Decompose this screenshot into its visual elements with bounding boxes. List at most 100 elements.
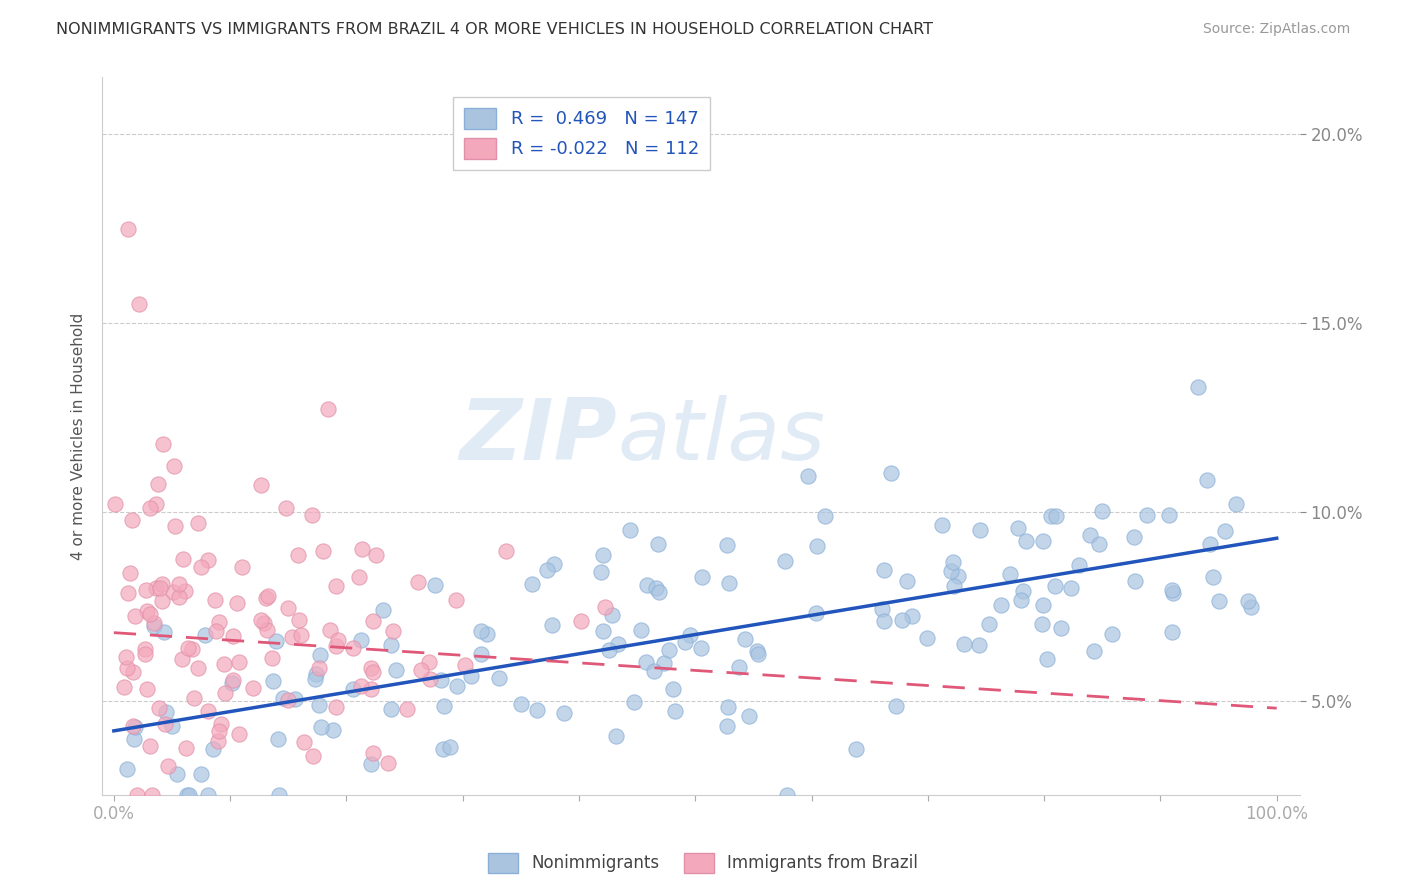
Point (138, 500, 160, 515)
Point (430, 673, 453, 687)
Text: Source: ZipAtlas.com: Source: ZipAtlas.com (1202, 22, 1350, 37)
Point (250, 613, 273, 627)
Point (658, 643, 681, 657)
Point (361, 746, 384, 760)
Point (134, 642, 156, 657)
Point (179, 788, 201, 802)
Point (208, 724, 231, 739)
Point (606, 637, 628, 651)
Point (520, 576, 543, 591)
Point (284, 691, 307, 706)
Point (1195, 473, 1218, 487)
Point (301, 508, 323, 522)
Point (135, 681, 157, 696)
Point (262, 673, 284, 688)
Point (1161, 582, 1184, 597)
Point (432, 742, 454, 756)
Point (254, 591, 277, 605)
Point (692, 570, 714, 584)
Point (488, 671, 510, 685)
Point (454, 658, 477, 673)
Point (1045, 579, 1067, 593)
Point (228, 726, 250, 740)
Point (1032, 598, 1054, 612)
Point (814, 508, 837, 523)
Point (167, 577, 190, 591)
Point (776, 788, 799, 802)
Point (1060, 582, 1083, 596)
Point (349, 570, 371, 584)
Point (1202, 570, 1225, 584)
Point (117, 586, 139, 600)
Point (308, 661, 330, 675)
Point (634, 655, 657, 669)
Point (167, 590, 190, 604)
Point (377, 756, 399, 771)
Point (292, 735, 315, 749)
Point (361, 665, 384, 679)
Point (679, 628, 702, 642)
Point (1091, 504, 1114, 518)
Point (149, 581, 172, 595)
Point (406, 575, 429, 590)
Point (152, 437, 174, 451)
Point (592, 548, 614, 562)
Point (176, 788, 198, 802)
Point (600, 607, 623, 622)
Point (290, 628, 312, 642)
Point (172, 651, 194, 665)
Point (181, 642, 204, 657)
Point (124, 608, 146, 623)
Point (745, 644, 768, 658)
Point (260, 650, 283, 665)
Point (173, 584, 195, 599)
Point (543, 558, 565, 572)
Point (166, 766, 188, 780)
Point (322, 723, 344, 737)
Point (122, 732, 145, 747)
Point (277, 601, 299, 615)
Point (231, 560, 253, 574)
Point (115, 660, 138, 674)
Point (277, 693, 299, 707)
Legend: Nonimmigrants, Immigrants from Brazil: Nonimmigrants, Immigrants from Brazil (481, 847, 925, 880)
Point (271, 690, 294, 705)
Point (134, 647, 156, 661)
Point (605, 729, 627, 743)
Point (589, 566, 612, 580)
Text: ZIP: ZIP (460, 395, 617, 478)
Point (880, 466, 903, 480)
Point (221, 676, 243, 690)
Point (153, 625, 176, 640)
Point (202, 741, 225, 756)
Point (569, 614, 592, 628)
Point (177, 640, 200, 655)
Point (145, 497, 167, 511)
Point (1045, 508, 1067, 523)
Point (145, 581, 167, 595)
Point (153, 717, 176, 731)
Point (804, 607, 827, 621)
Point (312, 543, 335, 558)
Point (915, 631, 938, 645)
Legend: R =  0.469   N = 147, R = -0.022   N = 112: R = 0.469 N = 147, R = -0.022 N = 112 (453, 97, 710, 169)
Point (304, 672, 326, 686)
Text: NONIMMIGRANTS VS IMMIGRANTS FROM BRAZIL 4 OR MORE VEHICLES IN HOUSEHOLD CORRELAT: NONIMMIGRANTS VS IMMIGRANTS FROM BRAZIL … (56, 22, 934, 37)
Point (1237, 594, 1260, 608)
Point (1007, 521, 1029, 535)
Point (1208, 593, 1230, 607)
Point (540, 617, 562, 632)
Point (1032, 533, 1054, 548)
Point (162, 585, 184, 599)
Point (1198, 537, 1220, 551)
Point (373, 603, 395, 617)
Point (162, 719, 184, 733)
Point (690, 640, 713, 655)
Point (1161, 624, 1184, 639)
Point (325, 699, 347, 714)
Point (197, 552, 219, 566)
Point (281, 630, 304, 644)
Point (155, 706, 177, 720)
Point (592, 624, 614, 638)
Point (309, 648, 332, 663)
